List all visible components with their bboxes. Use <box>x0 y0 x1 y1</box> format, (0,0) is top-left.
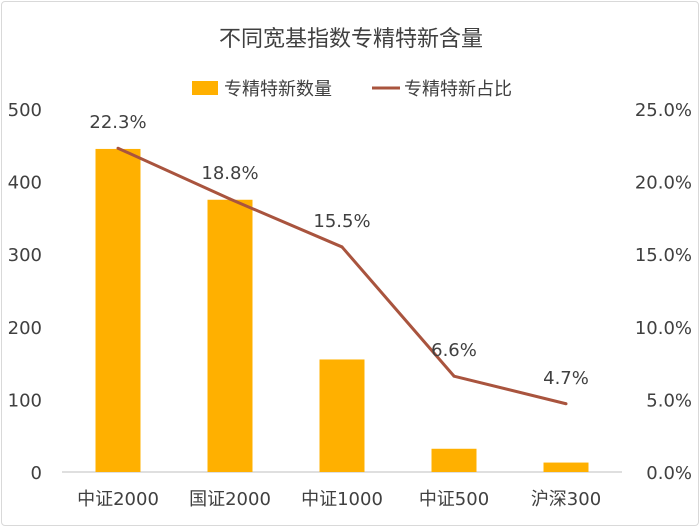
legend: 专精特新数量 专精特新占比 <box>192 79 512 100</box>
line-point <box>228 197 232 201</box>
data-label: 4.7% <box>543 368 589 389</box>
bar <box>319 359 365 472</box>
data-label: 6.6% <box>431 340 477 361</box>
line-point <box>116 146 120 150</box>
data-label: 22.3% <box>89 112 146 133</box>
bar <box>207 199 253 472</box>
bar <box>431 448 477 472</box>
line-series <box>116 146 568 406</box>
legend-label-bar: 专精特新数量 <box>224 79 332 100</box>
y-left-tick-label: 100 <box>8 390 42 411</box>
y-right-tick-label: 5.0% <box>646 390 692 411</box>
y-right-tick-label: 25.0% <box>635 100 692 121</box>
y-right-tick-label: 20.0% <box>635 173 692 194</box>
data-labels: 22.3% 18.8% 15.5% 6.6% 4.7% <box>89 112 588 389</box>
bar <box>543 462 589 472</box>
legend-label-line: 专精特新占比 <box>404 79 512 100</box>
y-right-tick-label: 0.0% <box>646 463 692 484</box>
y-right-tick-label: 10.0% <box>635 318 692 339</box>
x-tick-label: 中证1000 <box>301 489 383 510</box>
x-tick-label: 中证2000 <box>77 489 159 510</box>
legend-swatch-bar <box>192 81 218 95</box>
chart-title: 不同宽基指数专精特新含量 <box>219 27 483 52</box>
line-point <box>452 374 456 378</box>
bar <box>95 148 141 472</box>
x-tick-label: 沪深300 <box>531 489 601 510</box>
y-right-tick-label: 15.0% <box>635 245 692 266</box>
axes: 0 100 200 300 400 500 0.0% 5.0% 10.0% 15.0% 20.0% 2… <box>8 100 692 510</box>
y-left-tick-label: 300 <box>8 245 42 266</box>
line-point <box>340 245 344 249</box>
y-left-tick-label: 400 <box>8 173 42 194</box>
y-left-tick-label: 500 <box>8 100 42 121</box>
x-tick-label: 中证500 <box>419 489 489 510</box>
line-point <box>564 402 568 406</box>
data-label: 15.5% <box>313 211 370 232</box>
bar-series <box>95 148 589 472</box>
data-label: 18.8% <box>201 163 258 184</box>
y-left-tick-label: 200 <box>8 318 42 339</box>
y-left-tick-label: 0 <box>31 463 42 484</box>
x-tick-label: 国证2000 <box>189 489 271 510</box>
